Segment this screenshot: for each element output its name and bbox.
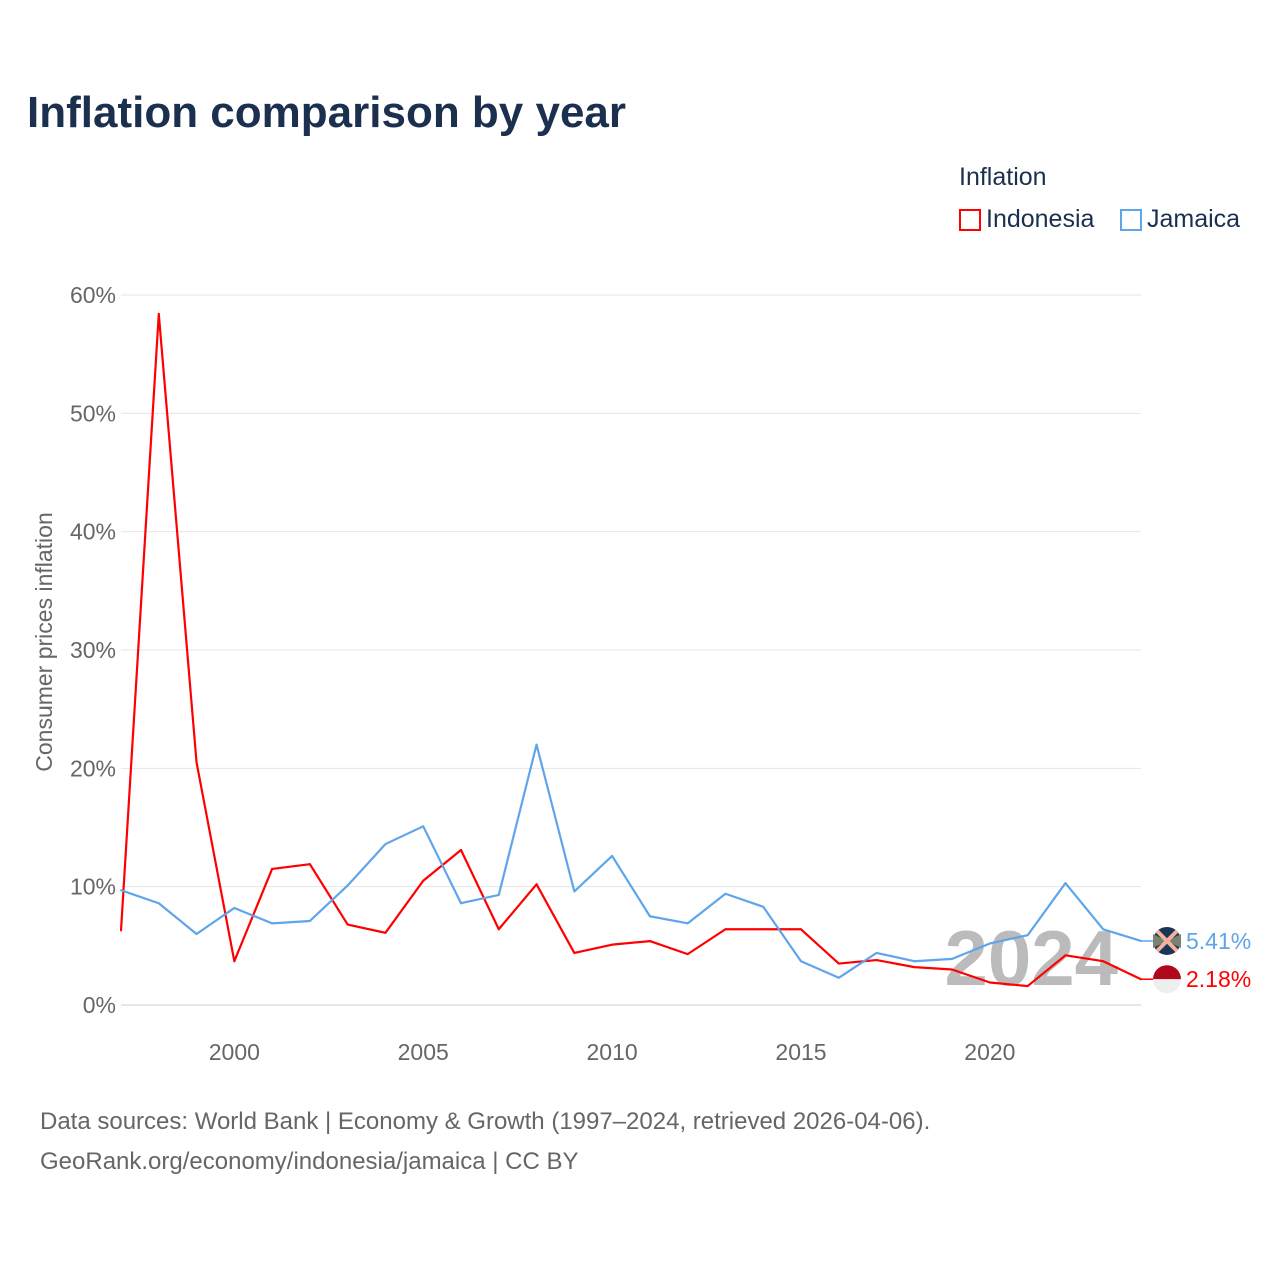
data-point: [988, 942, 991, 945]
data-point: [308, 919, 311, 922]
data-point: [271, 922, 274, 925]
data-point: [762, 928, 765, 931]
x-tick-label: 2005: [398, 1039, 449, 1065]
x-tick-label: 2020: [964, 1039, 1015, 1065]
chart-title: Inflation comparison by year: [27, 88, 627, 137]
data-point: [120, 929, 122, 932]
legend-swatch-indonesia: [959, 208, 981, 231]
data-point: [271, 867, 274, 870]
source-link[interactable]: GeoRank.org/economy/indonesia/jamaica | …: [40, 1148, 579, 1175]
data-point: [573, 951, 576, 954]
y-tick-label: 30%: [70, 637, 116, 663]
data-point: [875, 959, 878, 962]
data-point: [913, 960, 916, 963]
data-point: [724, 928, 727, 931]
data-point: [951, 957, 954, 960]
end-value-label: 2.18%: [1186, 966, 1251, 992]
x-tick-label: 2010: [587, 1039, 638, 1065]
data-point: [195, 933, 198, 935]
series-line-indonesia: [119, 312, 1142, 988]
data-point: [195, 761, 198, 764]
indonesia-flag-icon: [1153, 965, 1181, 980]
data-point: [422, 879, 425, 882]
data-point: [157, 312, 160, 315]
data-point: [951, 968, 954, 971]
data-point: [1102, 960, 1105, 963]
year-watermark: 2024: [944, 914, 1118, 1002]
data-point: [686, 922, 689, 925]
data-point: [1026, 985, 1029, 988]
legend-label: Indonesia: [986, 205, 1095, 233]
flag-saltire: [1155, 929, 1179, 953]
data-point: [308, 863, 311, 866]
data-point: [800, 960, 802, 963]
data-point: [346, 884, 349, 887]
data-point: [120, 889, 122, 892]
data-point: [497, 893, 500, 896]
data-point: [762, 905, 765, 908]
data-point: [724, 892, 727, 895]
legend-title: Inflation: [959, 163, 1047, 191]
data-point: [233, 906, 236, 909]
end-value-label: 5.41%: [1186, 928, 1251, 954]
data-point: [913, 966, 916, 969]
data-point: [686, 953, 689, 956]
data-point: [1064, 954, 1067, 957]
data-point: [875, 951, 878, 954]
data-point: [535, 883, 538, 886]
y-tick-label: 0%: [83, 992, 116, 1018]
y-tick-label: 20%: [70, 755, 116, 781]
legend-item-indonesia[interactable]: Indonesia: [959, 205, 1094, 234]
data-point: [157, 902, 160, 905]
y-axis-label: Consumer prices inflation: [31, 512, 57, 772]
data-point: [648, 915, 651, 918]
data-point: [837, 976, 840, 979]
data-point: [384, 843, 387, 846]
data-point: [1102, 928, 1105, 931]
data-point: [535, 743, 538, 746]
data-point: [422, 825, 425, 828]
data-point: [384, 931, 387, 934]
flag-detail: [1153, 979, 1181, 994]
data-point: [1026, 934, 1029, 937]
source-text: Data sources: World Bank | Economy & Gro…: [40, 1108, 931, 1135]
data-point: [1064, 882, 1067, 885]
data-point: [611, 854, 614, 857]
legend-label: Jamaica: [1147, 205, 1241, 233]
data-point: [800, 928, 802, 931]
data-point: [460, 902, 462, 905]
y-tick-label: 10%: [70, 874, 116, 900]
legend-item-jamaica[interactable]: Jamaica: [1120, 205, 1240, 234]
data-point: [460, 848, 462, 851]
legend-swatch-jamaica: [1120, 208, 1142, 231]
y-tick-label: 60%: [70, 282, 116, 308]
x-tick-label: 2000: [209, 1039, 260, 1065]
data-point: [837, 962, 840, 965]
data-point: [648, 940, 651, 943]
data-point: [346, 923, 349, 926]
y-tick-label: 40%: [70, 519, 116, 545]
data-point: [573, 890, 576, 893]
data-point: [233, 960, 236, 963]
series-line-jamaica: [120, 743, 1142, 979]
data-point: [611, 943, 614, 946]
y-tick-label: 50%: [70, 400, 116, 426]
x-tick-label: 2015: [775, 1039, 826, 1065]
data-point: [988, 981, 991, 984]
data-point: [497, 928, 500, 931]
